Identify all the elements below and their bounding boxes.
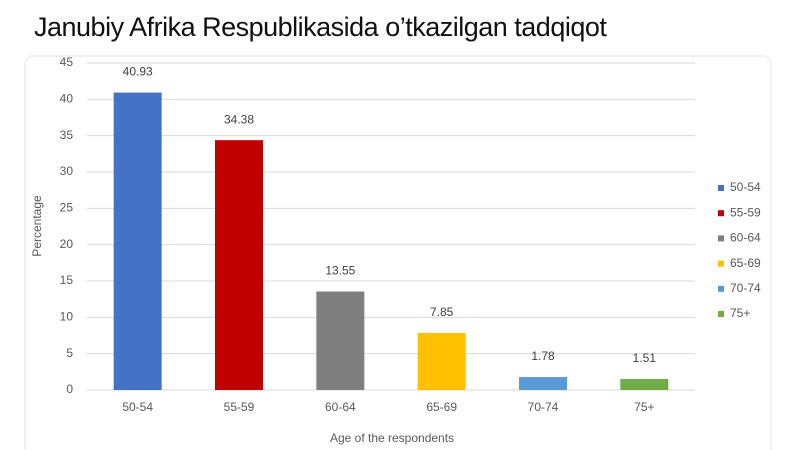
chart-title: Janubiy Afrika Respublikasida o’tkazilga… xyxy=(34,12,607,42)
y-tick-label: 25 xyxy=(60,201,74,215)
x-tick-label: 75+ xyxy=(634,400,654,414)
legend-label: 50-54 xyxy=(730,180,761,194)
bar xyxy=(215,140,263,390)
x-tick-label: 60-64 xyxy=(325,400,356,414)
x-tick-label: 70-74 xyxy=(528,400,559,414)
x-axis-label: Age of the respondents xyxy=(330,431,454,445)
y-tick-label: 20 xyxy=(60,237,74,251)
data-label: 40.93 xyxy=(123,65,153,79)
y-tick-label: 15 xyxy=(60,273,74,287)
y-tick-label: 5 xyxy=(66,346,73,360)
legend-swatch xyxy=(718,210,724,217)
legend-swatch xyxy=(718,260,724,267)
y-tick-label: 45 xyxy=(60,55,74,69)
bar xyxy=(316,291,365,390)
legend-label: 75+ xyxy=(730,306,750,320)
legend-label: 55-59 xyxy=(730,205,761,219)
legend-swatch xyxy=(718,285,724,292)
legend-label: 60-64 xyxy=(730,231,761,245)
y-tick-label: 10 xyxy=(60,310,74,324)
y-tick-label: 0 xyxy=(66,382,73,396)
y-axis-label: Percentage xyxy=(30,195,44,257)
data-label: 7.85 xyxy=(430,305,454,319)
legend-swatch xyxy=(718,311,724,317)
bar xyxy=(417,332,466,390)
bar xyxy=(113,92,162,391)
bar xyxy=(620,379,669,390)
y-tick-label: 40 xyxy=(60,92,74,106)
y-tick-label: 30 xyxy=(60,164,74,178)
card xyxy=(24,55,772,450)
data-label: 34.38 xyxy=(224,112,254,126)
y-tick-label: 35 xyxy=(60,128,74,142)
legend-label: 65-69 xyxy=(730,256,761,270)
x-tick-label: 65-69 xyxy=(426,400,457,414)
legend-swatch xyxy=(718,185,724,191)
data-label: 1.78 xyxy=(531,349,555,363)
x-tick-label: 50-54 xyxy=(122,400,153,414)
bar xyxy=(519,377,567,390)
x-tick-label: 55-59 xyxy=(224,400,255,414)
legend-swatch xyxy=(718,235,724,242)
data-label: 13.55 xyxy=(325,264,355,278)
legend-label: 70-74 xyxy=(730,281,761,295)
data-label: 1.51 xyxy=(633,351,657,365)
